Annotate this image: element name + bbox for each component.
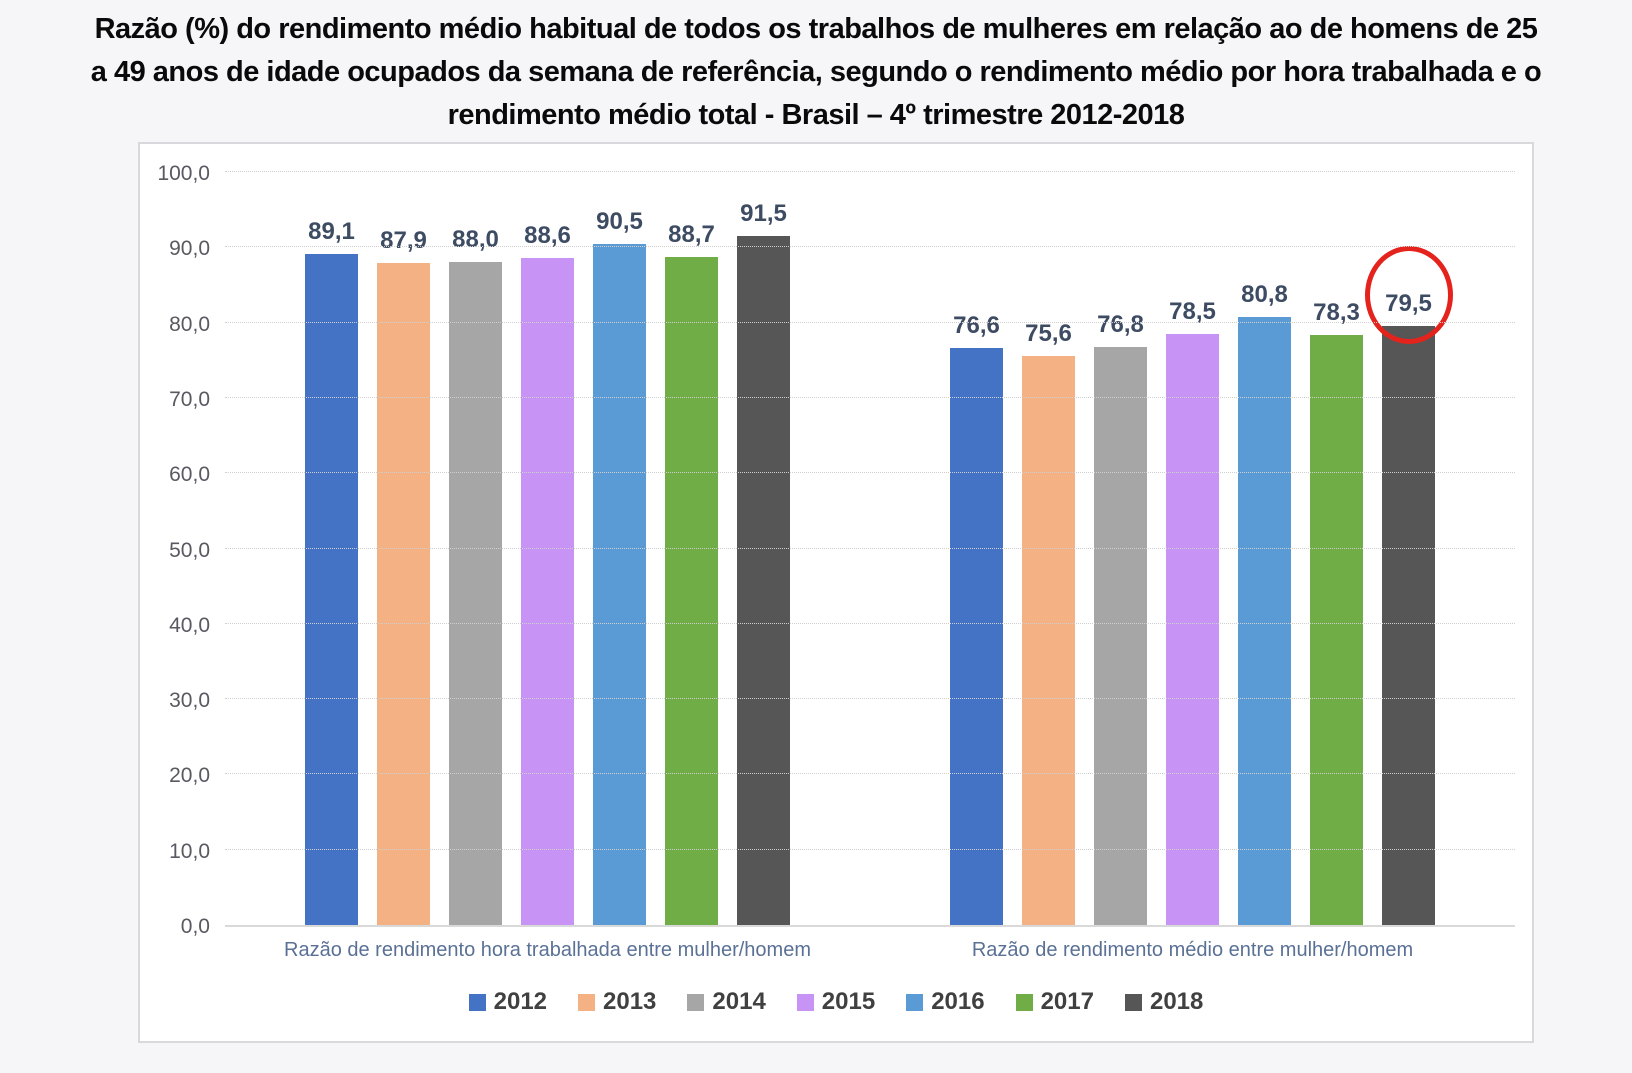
plot-area: 89,1 87,9 88,0 88,6 90,5 88,7 91,5 76,6 75,6 76,… [225, 171, 1515, 927]
bar-value-label: 79,5 [1385, 290, 1432, 318]
bar-fill [521, 257, 574, 925]
legend: 2012 2013 2014 2015 2016 2017 2018 [140, 988, 1532, 1016]
y-tick-label: 90,0 [169, 237, 210, 261]
y-tick-label: 50,0 [169, 538, 210, 562]
chart-frame: 0,0 10,0 20,0 30,0 40,0 50,0 60,0 70,0 80,0 90,0 1… [138, 142, 1534, 1043]
y-tick-label: 80,0 [169, 312, 210, 336]
legend-item-2012: 2012 [468, 988, 548, 1016]
bar-value-label: 88,6 [524, 221, 571, 249]
bar-value-label: 76,6 [953, 312, 1000, 340]
bar-2018: 91,5 [737, 200, 790, 925]
bar-fill [950, 348, 1003, 925]
bar-2017: 78,3 [1310, 299, 1363, 925]
y-tick-label: 100,0 [157, 162, 210, 185]
legend-item-2017: 2017 [1015, 988, 1094, 1016]
bar-group-rendimento-medio: 76,6 75,6 76,8 78,5 80,8 78,3 79,5 [870, 174, 1515, 925]
legend-item-2018: 2018 [1124, 988, 1204, 1016]
bar-2016: 90,5 [593, 208, 646, 925]
bar-2015: 78,5 [1166, 298, 1219, 925]
bar-fill [449, 262, 502, 925]
category-label: Razão de rendimento hora trabalhada entr… [284, 939, 811, 961]
legend-swatch [796, 993, 814, 1011]
gridline [225, 321, 1515, 323]
legend-swatch [578, 993, 596, 1011]
bar-fill [737, 236, 790, 925]
bar-2015: 88,6 [521, 222, 574, 925]
bar-value-label: 88,0 [452, 226, 499, 254]
gridline [225, 472, 1515, 474]
bar-2013: 75,6 [1022, 320, 1075, 925]
gridline [225, 622, 1515, 624]
bar-value-label: 90,5 [596, 207, 643, 235]
bar-fill [1166, 333, 1219, 925]
legend-label: 2013 [603, 988, 657, 1015]
bar-2012: 76,6 [950, 312, 1003, 925]
bar-value-label: 87,9 [380, 227, 427, 255]
bar-2012: 89,1 [305, 218, 358, 925]
bar-2013: 87,9 [377, 227, 430, 925]
bar-value-label: 91,5 [740, 200, 787, 228]
y-tick-label: 60,0 [169, 463, 210, 487]
bar-2014: 76,8 [1094, 311, 1147, 925]
legend-swatch [1124, 993, 1142, 1011]
y-axis: 0,0 10,0 20,0 30,0 40,0 50,0 60,0 70,0 80,0 90,0 1… [140, 163, 216, 938]
bar-2018: 79,5 [1364, 246, 1453, 925]
bar-fill [1382, 326, 1435, 925]
gridline [225, 773, 1515, 775]
legend-label: 2014 [712, 988, 766, 1015]
y-tick-label: 70,0 [169, 387, 210, 411]
gridline [225, 246, 1515, 248]
bar-value-label: 76,8 [1097, 310, 1144, 338]
gridline [225, 171, 1515, 172]
chart-title-line-3: rendimento médio total - Brasil – 4º tri… [447, 99, 1185, 131]
legend-label: 2016 [931, 988, 985, 1015]
bar-fill [377, 263, 430, 925]
bar-value-label: 80,8 [1241, 280, 1288, 308]
y-tick-label: 20,0 [169, 764, 210, 788]
bar-value-label: 88,7 [668, 221, 715, 249]
chart-title: Razão (%) do rendimento médio habitual d… [0, 8, 1632, 137]
legend-label: 2017 [1040, 988, 1094, 1015]
legend-swatch [1015, 993, 1033, 1011]
y-tick-label: 40,0 [169, 613, 210, 637]
chart-title-line-2: a 49 anos de idade ocupados da semana de… [90, 56, 1542, 88]
bar-value-label: 89,1 [308, 218, 355, 246]
y-tick-label: 30,0 [169, 689, 210, 713]
y-tick-label: 10,0 [169, 839, 210, 863]
gridline [225, 698, 1515, 700]
legend-label: 2015 [821, 988, 876, 1015]
legend-swatch [906, 993, 924, 1011]
bar-group-hora-trabalhada: 89,1 87,9 88,0 88,6 90,5 88,7 91,5 [225, 174, 870, 925]
bar-fill [1238, 316, 1291, 925]
bar-fill [1310, 335, 1363, 925]
bar-2016: 80,8 [1238, 281, 1291, 925]
category-label: Razão de rendimento médio entre mulher/h… [971, 939, 1414, 961]
legend-label: 2018 [1149, 988, 1204, 1015]
gridline [225, 848, 1515, 850]
bar-value-label: 78,3 [1313, 299, 1360, 327]
legend-item-2015: 2015 [796, 988, 876, 1016]
bar-value-label: 78,5 [1169, 297, 1216, 325]
chart-title-line-1: Razão (%) do rendimento médio habitual d… [94, 13, 1538, 45]
bar-fill [665, 257, 718, 925]
bar-2014: 88,0 [449, 226, 502, 925]
bar-fill [1094, 346, 1147, 925]
bar-2017: 88,7 [665, 221, 718, 925]
legend-label: 2012 [493, 988, 548, 1015]
y-tick-label: 0,0 [180, 915, 210, 938]
bar-fill [593, 243, 646, 925]
bar-value-label: 75,6 [1025, 319, 1072, 347]
gridline [225, 547, 1515, 549]
legend-swatch [687, 993, 705, 1011]
x-axis-category-labels: Razão de rendimento hora trabalhada entr… [225, 939, 1515, 962]
legend-item-2013: 2013 [578, 988, 656, 1016]
legend-swatch [468, 993, 486, 1011]
bar-fill [305, 254, 358, 925]
legend-item-2016: 2016 [906, 988, 985, 1016]
bar-fill [1022, 355, 1075, 925]
legend-item-2014: 2014 [687, 988, 766, 1016]
gridline [225, 396, 1515, 398]
